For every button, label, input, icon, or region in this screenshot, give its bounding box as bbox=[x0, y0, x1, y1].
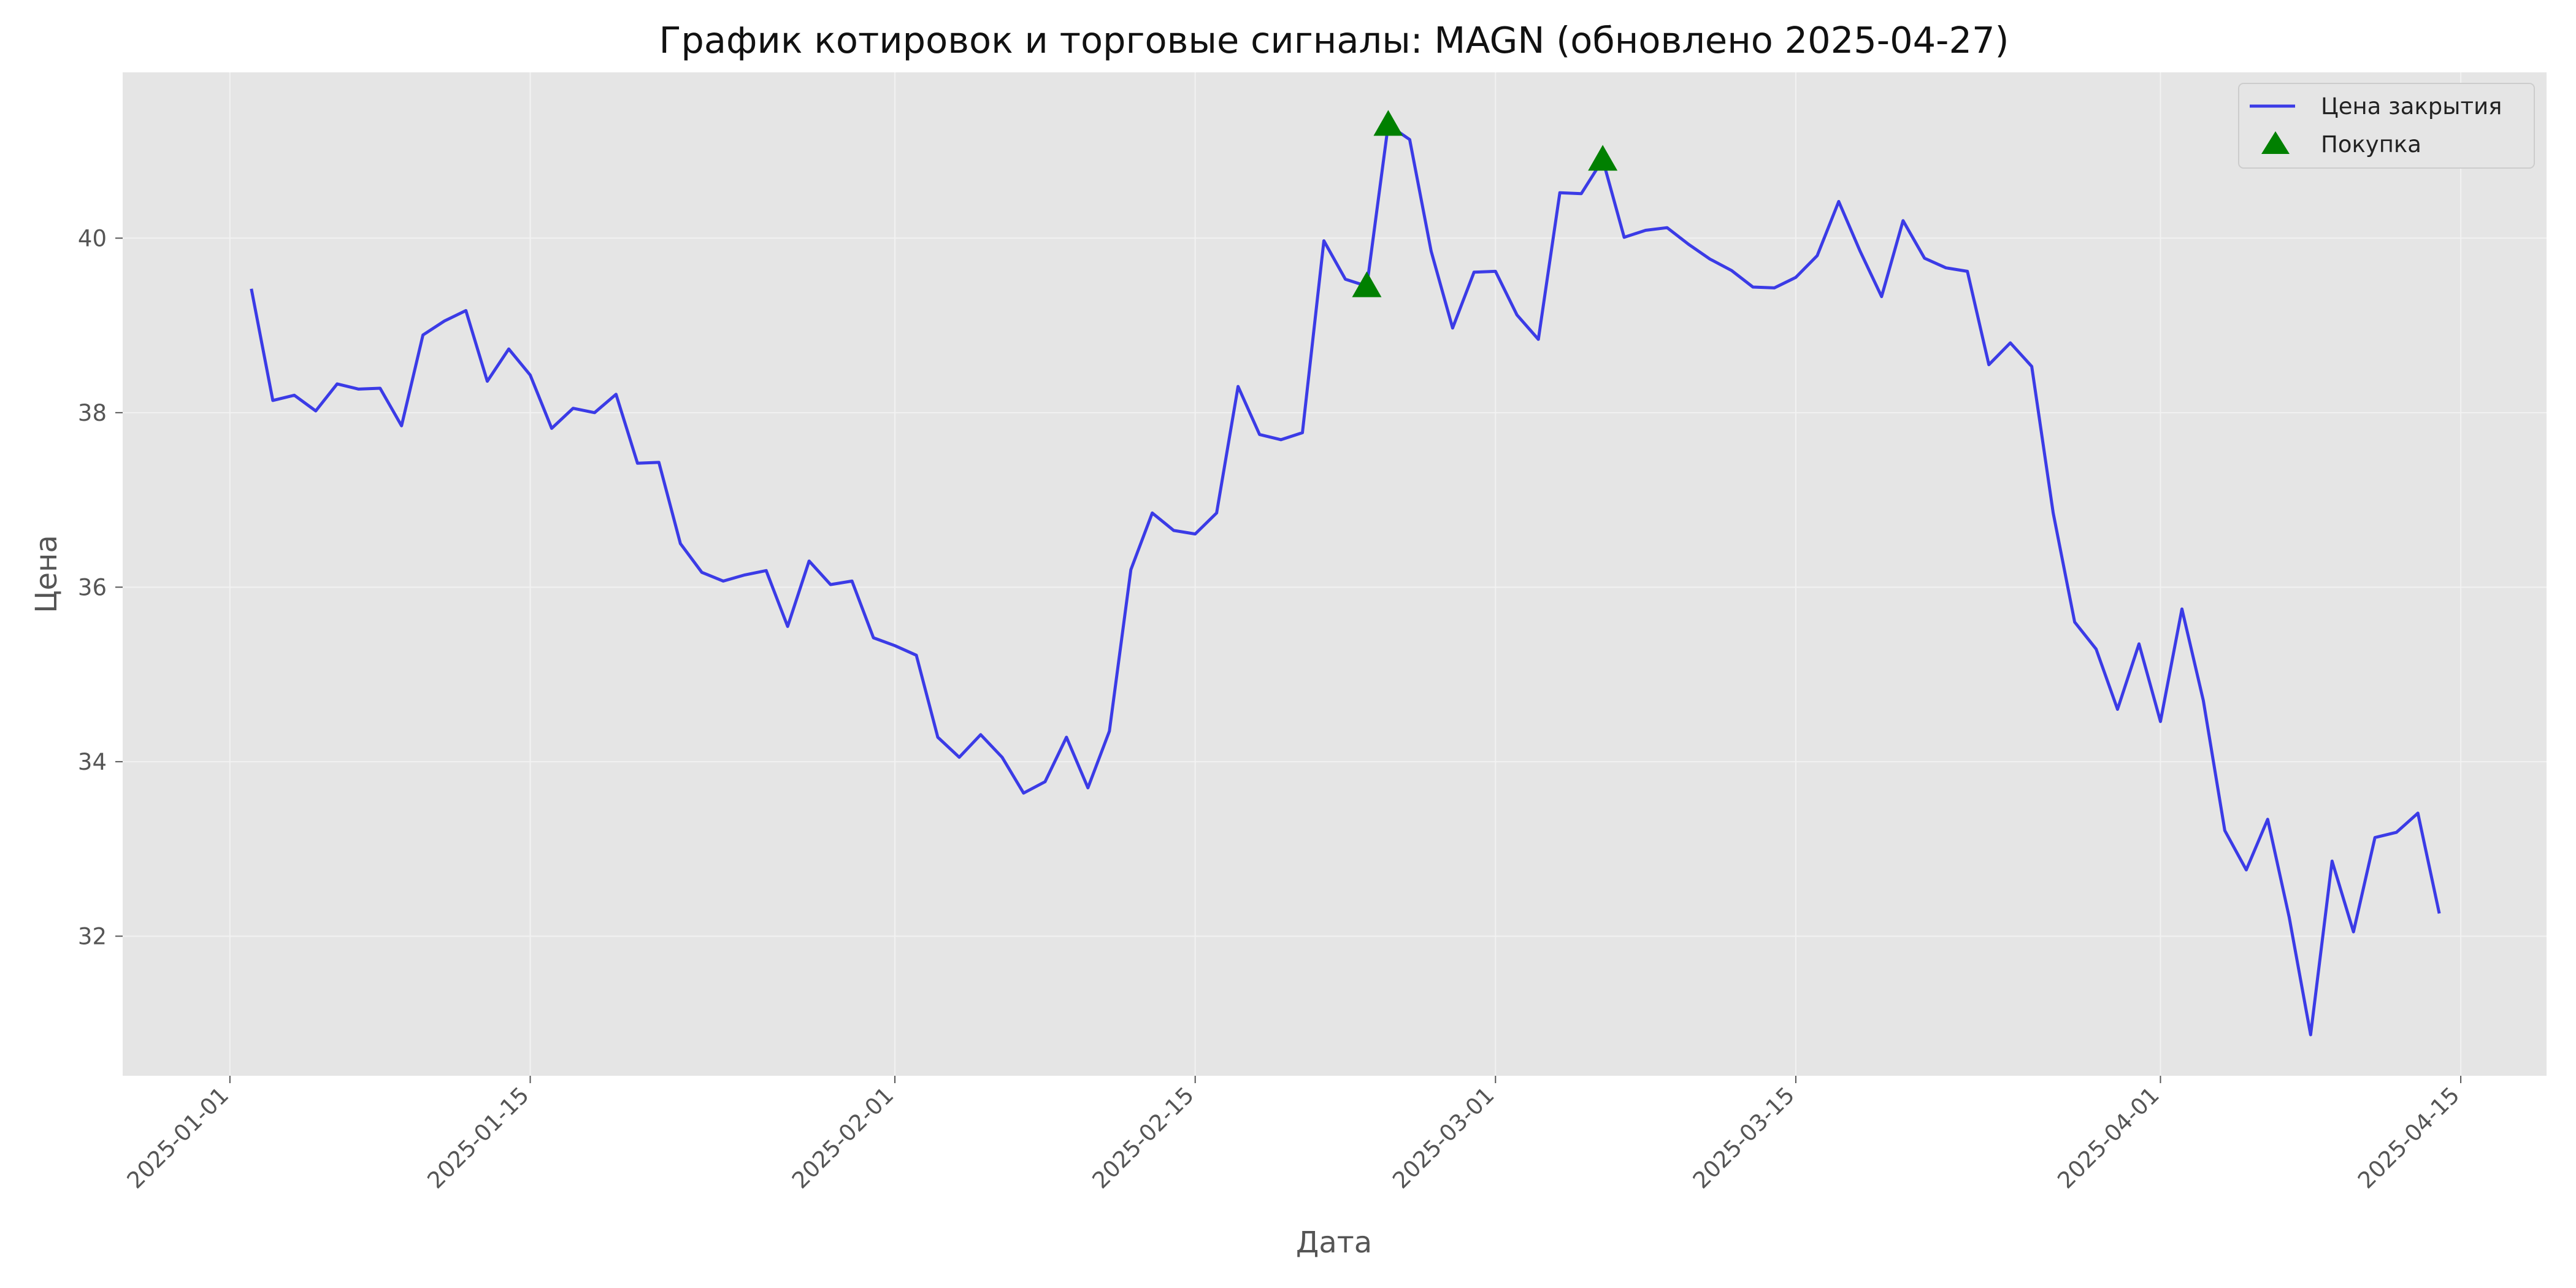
x-tick-label: 2025-03-01 bbox=[1387, 1082, 1499, 1194]
x-axis-label: Дата bbox=[1296, 1225, 1372, 1260]
y-axis-label: Цена bbox=[29, 535, 64, 613]
x-tick-label: 2025-01-01 bbox=[122, 1082, 234, 1194]
legend-label-buy: Покупка bbox=[2321, 131, 2421, 158]
x-tick-label: 2025-02-15 bbox=[1087, 1082, 1199, 1194]
buy-signal-marker bbox=[1588, 145, 1618, 171]
plot-area bbox=[123, 72, 2547, 1076]
x-tick-label: 2025-04-01 bbox=[2052, 1082, 2164, 1194]
legend-label-close: Цена закрытия bbox=[2321, 93, 2502, 120]
x-tick-label: 2025-01-15 bbox=[422, 1082, 534, 1194]
series-layer bbox=[250, 110, 2441, 1037]
x-tick-label: 2025-03-15 bbox=[1688, 1082, 1800, 1194]
y-tick-label: 32 bbox=[78, 923, 107, 949]
close-price-line bbox=[250, 123, 2441, 1037]
y-tick-label: 38 bbox=[78, 400, 107, 426]
x-tick-label: 2025-02-01 bbox=[787, 1082, 899, 1194]
buy-signal-marker bbox=[1352, 271, 1382, 297]
x-tick-label: 2025-04-15 bbox=[2353, 1082, 2464, 1194]
legend-marker-buy bbox=[2261, 131, 2290, 154]
chart-title: График котировок и торговые сигналы: MAG… bbox=[659, 19, 2009, 61]
grid bbox=[123, 72, 2547, 1076]
y-tick-label: 36 bbox=[78, 574, 107, 600]
buy-signal-marker bbox=[1373, 110, 1403, 136]
y-tick-label: 40 bbox=[78, 225, 107, 251]
legend: Цена закрытия Покупка bbox=[2238, 83, 2535, 169]
legend-box bbox=[2238, 83, 2535, 169]
y-tick-label: 34 bbox=[78, 749, 107, 775]
